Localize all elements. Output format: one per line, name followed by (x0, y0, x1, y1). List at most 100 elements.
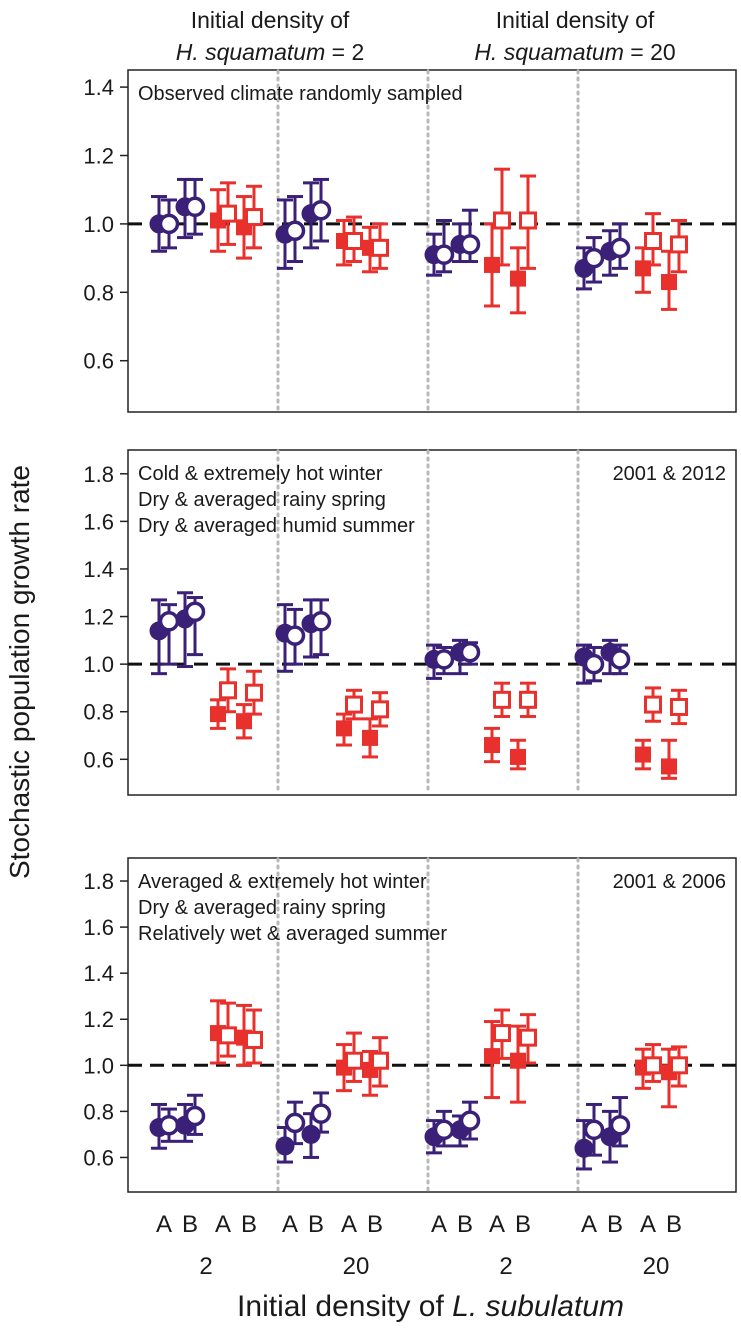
open-square-marker (219, 1026, 237, 1045)
open-square-marker (245, 1030, 263, 1049)
x-treatment-label: B (308, 1211, 324, 1238)
filled-square-marker (336, 720, 352, 737)
x-treatment-label: B (367, 1211, 383, 1238)
x-treatment-label: A (282, 1211, 298, 1238)
filled-square-marker (635, 260, 651, 277)
column-header-left-line2: H. squamatum = 2 (120, 36, 420, 68)
filled-circle-marker (275, 1136, 295, 1156)
y-tick-label: 0.8 (83, 280, 114, 305)
x-treatment-label: B (457, 1211, 473, 1238)
data-point-pair-14 (600, 1096, 631, 1164)
annotation-line-3: Dry & averaged humid summer (138, 515, 415, 537)
data-point-pair-13 (574, 1102, 605, 1171)
x-treatment-label: A (341, 1211, 357, 1238)
y-tick-label: 1.2 (83, 144, 114, 169)
open-square-marker (519, 211, 537, 230)
panel-2: 0.6 0.8 1.0 1.2 1.4 1.6 1.8 Cold & extremely ho… (83, 449, 737, 796)
data-point-pair-14 (600, 638, 631, 676)
data-point-pair-9 (424, 643, 455, 680)
panel-1: 0.6 0.8 1.0 1.2 1.4 Observed climate randomly… (83, 69, 737, 413)
x-treatment-label: A (489, 1211, 505, 1238)
open-square-marker (519, 1028, 537, 1047)
open-square-marker (345, 1051, 363, 1070)
open-circle-marker (583, 1119, 605, 1141)
open-square-marker (371, 700, 389, 719)
x-treatment-label: B (241, 1211, 257, 1238)
y-tick-label: 1.0 (83, 652, 114, 677)
data-point-pair-15 (635, 686, 662, 771)
panel-3: 0.6 0.8 1.0 1.2 1.4 1.6 1.8 Averaged & extremel… (83, 857, 737, 1193)
open-circle-marker (433, 1119, 455, 1141)
column-header-left-species: H. squamatum (175, 39, 326, 65)
data-point-pair-6 (301, 1091, 332, 1159)
open-circle-marker (284, 1112, 306, 1134)
filled-square-marker (484, 737, 500, 754)
open-circle-marker (583, 247, 605, 269)
x-group-label: 2 (499, 1253, 512, 1280)
filled-square-marker (661, 274, 677, 291)
open-circle-marker (609, 1114, 631, 1136)
annotation-line-1: Cold & extremely hot winter (138, 463, 383, 485)
open-circle-marker (310, 1103, 332, 1124)
open-square-marker (345, 695, 363, 714)
open-square-marker (345, 232, 363, 250)
data-point-pair-7 (336, 1031, 363, 1093)
y-tick-label: 0.6 (83, 1145, 114, 1170)
data-point-pair-4 (236, 1003, 263, 1067)
column-header-right: Initial density of H. squamatum = 20 (420, 4, 730, 68)
y-tick-label: 1.2 (83, 605, 114, 630)
data-point-pair-1 (149, 598, 180, 676)
column-header-left-line1: Initial density of (190, 7, 350, 33)
data-point-pair-8 (362, 691, 389, 759)
data-point-pair-7 (336, 688, 363, 747)
panel-frame (127, 449, 737, 796)
open-circle-marker (459, 234, 481, 255)
data-point-pair-3 (210, 667, 237, 730)
data-point-pair-3 (210, 999, 237, 1065)
y-tick-label: 1.4 (83, 75, 114, 100)
x-treatment-label: A (215, 1211, 231, 1238)
open-square-marker (670, 1056, 688, 1075)
data-point-pair-13 (574, 643, 605, 685)
x-treatment-label: A (581, 1211, 597, 1238)
data-point-pair-5 (275, 603, 306, 673)
data-point-pair-14 (600, 222, 631, 277)
data-point-pair-3 (210, 181, 237, 253)
data-point-pair-11 (484, 1008, 511, 1100)
x-group-labels: 2 20 2 20 (199, 1253, 669, 1280)
data-point-pair-1 (149, 1102, 180, 1150)
open-square-marker (644, 232, 662, 250)
data-point-pair-16 (661, 218, 688, 311)
data-point-pair-13 (574, 236, 605, 291)
data-point-pair-10 (450, 638, 481, 676)
x-treatment-label: B (515, 1211, 531, 1238)
open-circle-marker (158, 611, 180, 632)
open-circle-marker (583, 653, 605, 675)
data-point-pair-10 (450, 1100, 481, 1148)
data-point-pair-12 (510, 1013, 537, 1104)
x-treatment-label: A (431, 1211, 447, 1238)
data-point-pair-11 (484, 167, 511, 308)
column-header-left-value: = 2 (325, 39, 365, 65)
open-square-marker (219, 681, 237, 700)
filled-square-marker (661, 758, 677, 775)
data-point-pair-9 (424, 218, 455, 277)
open-square-marker (371, 1051, 389, 1070)
filled-square-marker (510, 270, 526, 287)
data-point-pair-2 (175, 177, 206, 240)
open-circle-marker (184, 1105, 206, 1127)
open-square-marker (493, 690, 511, 709)
open-square-marker (519, 690, 537, 709)
data-point-pair-6 (301, 598, 332, 659)
data-point-pair-16 (661, 1045, 688, 1109)
column-header-right-species: H. squamatum (474, 39, 624, 65)
filled-square-marker (484, 1048, 500, 1065)
open-square-marker (644, 695, 662, 714)
annotation-line-1: Averaged & extremely hot winter (138, 871, 427, 893)
data-point-pair-4 (236, 184, 263, 260)
panel-frame (127, 857, 737, 1193)
data-point-pair-15 (635, 1043, 662, 1090)
x-group-label: 20 (643, 1253, 670, 1280)
data-point-pair-8 (362, 1036, 389, 1097)
